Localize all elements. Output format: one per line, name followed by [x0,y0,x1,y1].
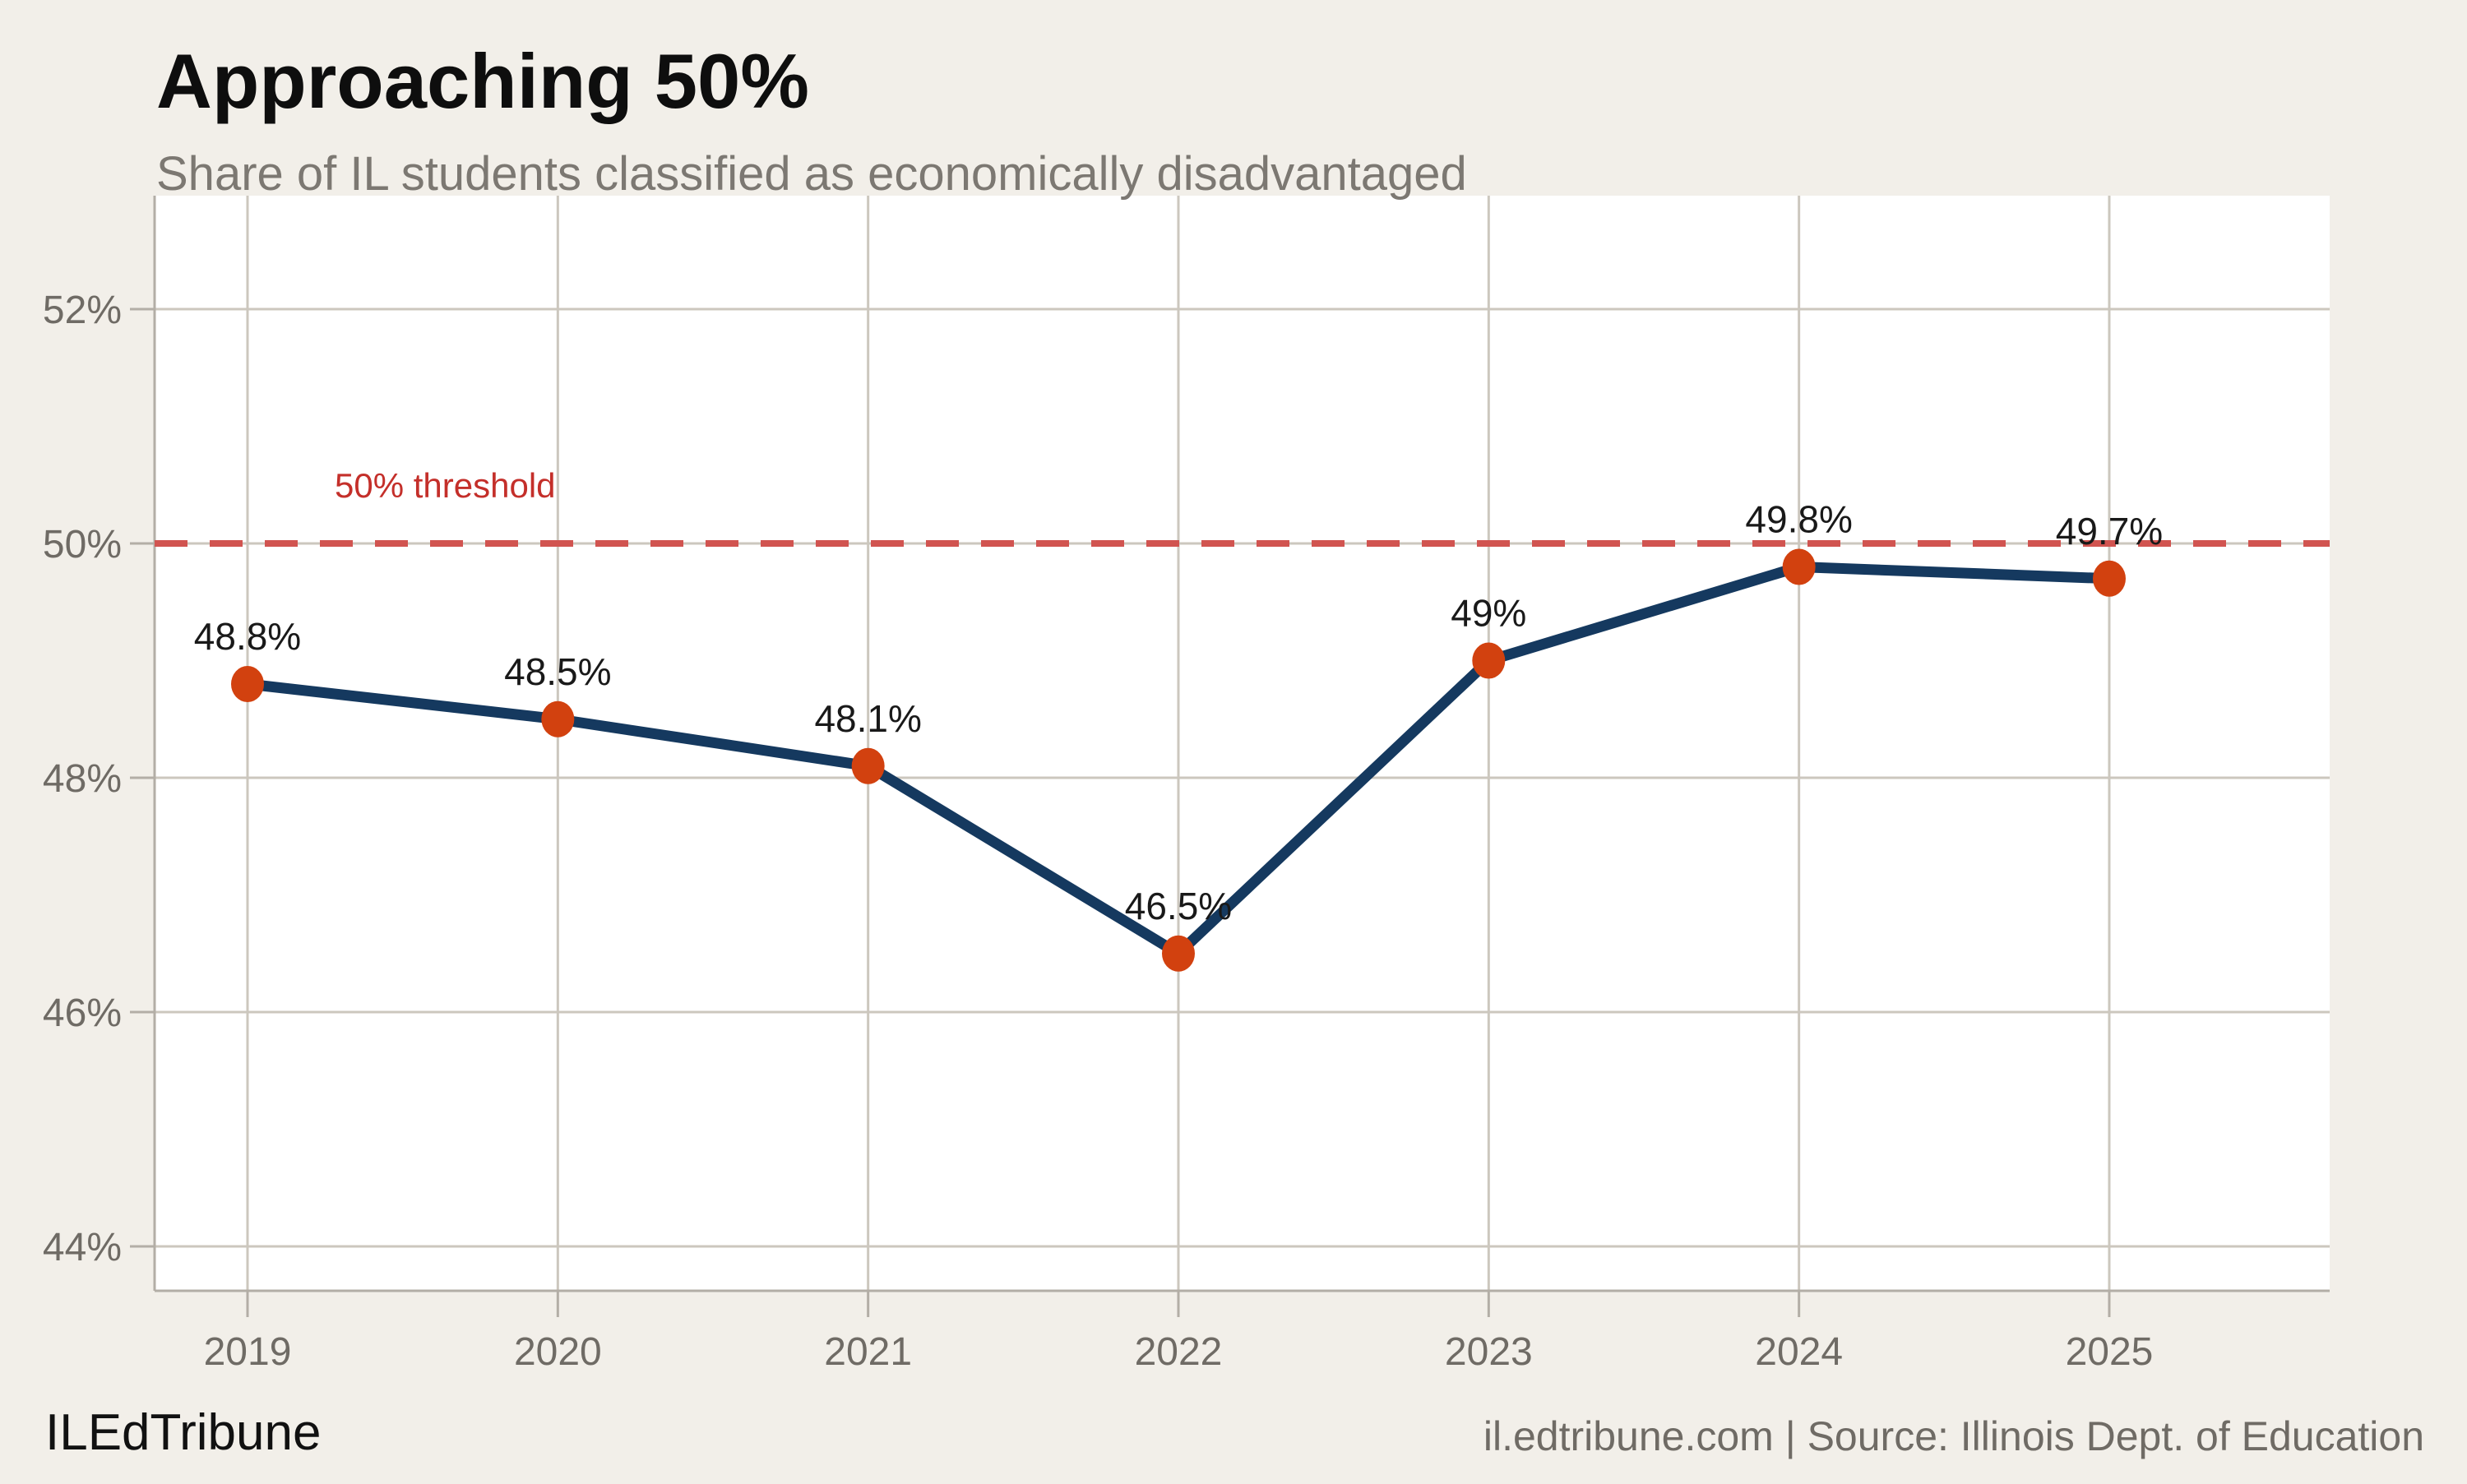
data-point-2019 [231,666,264,702]
chart-title: Approaching 50% [156,38,809,124]
x-tick-label-2025: 2025 [2066,1330,2154,1374]
data-point-2022 [1161,935,1195,972]
data-label-2019: 48.8% [194,615,301,658]
y-tick-label-50: 50% [43,523,122,566]
chart-subtitle: Share of IL students classified as econo… [156,147,1467,201]
data-point-2020 [541,700,575,737]
plot-area [155,196,2330,1291]
data-point-2024 [1782,548,1816,585]
x-tick-label-2022: 2022 [1135,1330,1223,1374]
data-label-2025: 49.7% [2056,510,2163,552]
y-tick-label-46: 46% [43,992,122,1035]
data-label-2022: 46.5% [1125,885,1232,927]
x-tick-label-2020: 2020 [514,1330,602,1374]
data-point-2021 [851,747,885,784]
data-label-2020: 48.5% [504,650,611,693]
y-tick-label-48: 48% [43,757,122,801]
x-tick-label-2021: 2021 [824,1330,912,1374]
data-label-2023: 49% [1451,592,1526,635]
publisher-logo: ILEdTribune [45,1404,322,1461]
x-tick-label-2023: 2023 [1445,1330,1533,1374]
data-label-2024: 49.8% [1745,498,1852,541]
threshold-label: 50% threshold [335,466,556,505]
data-point-2025 [2092,560,2126,597]
x-tick-label-2024: 2024 [1755,1330,1843,1374]
source-attribution: il.edtribune.com | Source: Illinois Dept… [1483,1413,2424,1459]
y-tick-label-44: 44% [43,1226,122,1269]
x-tick-label-2019: 2019 [204,1330,292,1374]
data-label-2021: 48.1% [814,697,921,740]
y-tick-label-52: 52% [43,289,122,332]
data-point-2023 [1472,642,1506,679]
